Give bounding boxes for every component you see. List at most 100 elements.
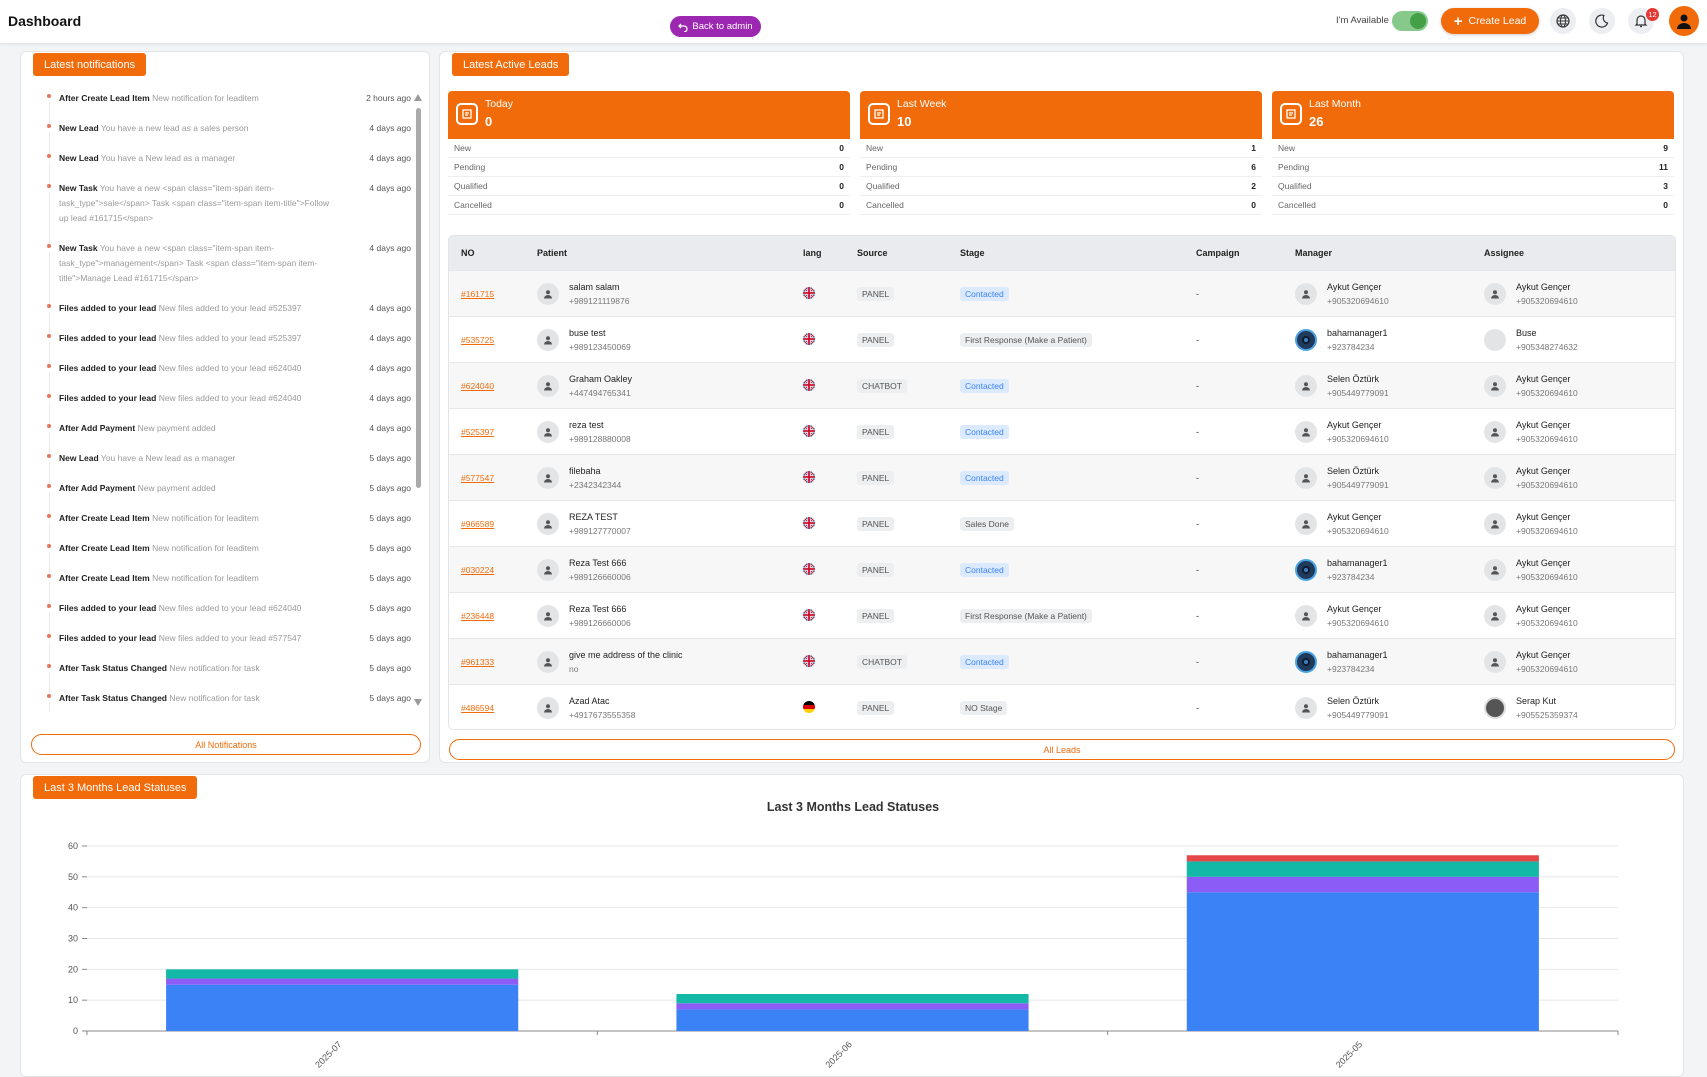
patient-avatar [537,650,559,673]
top-bar: Dashboard Back to admin I'm Available + … [0,0,1707,44]
scroll-thumb[interactable] [416,108,421,488]
notification-list: After Create Lead Item New notification … [31,90,421,712]
manager-phone: +923784234 [1327,341,1375,352]
notification-item[interactable]: New Lead You have a New lead as a manage… [31,450,421,484]
campaign-value: - [1196,472,1199,483]
assignee-phone: +905320694610 [1516,433,1578,444]
notification-item[interactable]: After Add Payment New payment added 4 day… [31,420,421,454]
bar-segment[interactable] [166,984,519,1031]
column-header-campaign[interactable]: Campaign [1196,248,1240,258]
notification-item[interactable]: After Create Lead Item New notification … [31,90,421,124]
all-notifications-button[interactable]: All Notifications [31,734,421,755]
notification-item[interactable]: New Lead You have a New lead as a manage… [31,150,421,184]
patient-name: filebaha [569,465,601,476]
globe-icon [1556,14,1570,28]
lead-status-chart-card: Last 3 Months Lead Statuses Last 3 Month… [20,774,1684,1077]
stat-row: Cancelled 0 [1272,196,1674,215]
back-to-admin-button[interactable]: Back to admin [670,16,761,37]
notification-item[interactable]: Files added to your lead New files added… [31,360,421,394]
bar-segment[interactable] [1186,861,1539,877]
lead-number-link[interactable]: #577547 [461,472,495,483]
lead-number-link[interactable]: #624040 [461,380,495,391]
lead-number-link[interactable]: #161715 [461,288,495,299]
assignee-avatar [1484,466,1506,489]
bar-segment[interactable] [676,1003,1029,1010]
plus-icon: + [1453,12,1463,30]
bar-segment[interactable] [1186,855,1539,862]
table-row[interactable]: #577547 filebaha +2342342344 PANEL Contacted… [449,454,1675,500]
table-row[interactable]: #486594 Azad Atac +4917673555358 PANEL NO St… [449,684,1675,729]
notification-item[interactable]: New Task You have a new <span class="ite… [31,180,421,244]
column-header-assignee[interactable]: Assignee [1484,248,1525,258]
table-row[interactable]: #525397 reza test +989128880008 PANEL Contac… [449,408,1675,454]
all-leads-button[interactable]: All Leads [449,739,1675,760]
availability-toggle[interactable] [1392,11,1428,31]
undo-icon [678,23,688,32]
column-header-stage[interactable]: Stage [960,248,985,258]
scroll-down-arrow-icon[interactable] [414,699,422,706]
patient-phone: +989123450069 [569,341,631,352]
assignee-name: Aykut Gençer [1516,557,1571,568]
table-row[interactable]: #624040 Graham Oakley +447494765341 CHATBOT… [449,362,1675,408]
notification-time: 5 days ago [369,693,411,703]
scroll-up-arrow-icon[interactable] [414,94,422,101]
table-row[interactable]: #961333 give me address of the clinic no CH… [449,638,1675,684]
notification-title: New Lead [59,453,99,463]
notification-item[interactable]: After Task Status Changed New notificati… [31,660,421,694]
notification-item[interactable]: After Create Lead Item New notification … [31,540,421,574]
manager-name: bahamanager1 [1327,649,1388,660]
stat-row: New 1 [860,139,1262,158]
stat-card-label: Today [485,98,514,110]
manager-name: bahamanager1 [1327,327,1388,338]
bar-segment[interactable] [1186,892,1539,1031]
user-avatar[interactable] [1669,6,1699,36]
lead-number-link[interactable]: #535725 [461,334,495,345]
notification-item[interactable]: New Task You have a new <span class="ite… [31,240,421,304]
column-header-source[interactable]: Source [857,248,888,258]
theme-toggle-button[interactable] [1589,8,1615,34]
column-header-patient[interactable]: Patient [537,248,568,258]
leads-table: NO Patient lang Source Stage Campaign Manager A… [448,235,1676,730]
notification-item[interactable]: After Create Lead Item New notification … [31,510,421,544]
notification-item[interactable]: After Create Lead Item New notification … [31,570,421,604]
create-lead-button[interactable]: + Create Lead [1441,8,1539,34]
bar-segment[interactable] [676,994,1029,1004]
lead-number-link[interactable]: #236448 [461,610,495,621]
table-row[interactable]: #161715 salam salam +989121119876 PANEL Cont… [449,270,1675,316]
notification-message: New notification for leaditem [152,93,259,103]
lead-number-link[interactable]: #961333 [461,656,495,667]
lead-number-link[interactable]: #966589 [461,518,495,529]
lead-number-link[interactable]: #030224 [461,564,495,575]
bar-segment[interactable] [1186,876,1539,893]
notification-item[interactable]: Files added to your lead New files added… [31,630,421,664]
notification-item[interactable]: After Add Payment New payment added 5 day… [31,480,421,514]
patient-name: salam salam [569,281,620,292]
stat-row: Qualified 2 [860,177,1262,196]
bar-segment[interactable] [166,969,519,979]
bar-segment[interactable] [166,978,519,985]
notification-item[interactable]: Files added to your lead New files added… [31,600,421,634]
notification-message: New files added to your lead #525397 [158,333,302,343]
column-header-no[interactable]: NO [461,248,475,258]
column-header-lang[interactable]: lang [803,248,822,258]
table-row[interactable]: #966589 REZA TEST +989127770007 PANEL Sales … [449,500,1675,546]
table-row[interactable]: #535725 buse test +989123450069 PANEL First … [449,316,1675,362]
table-row[interactable]: #236448 Reza Test 666 +989126660006 PANEL Fi… [449,592,1675,638]
notification-item[interactable]: After Task Status Changed New notificati… [31,690,421,712]
notification-message: New notification for task [169,663,260,673]
document-icon [1280,103,1302,125]
lead-number-link[interactable]: #525397 [461,426,495,437]
lead-number-link[interactable]: #486594 [461,702,495,713]
bar-segment[interactable] [676,1009,1029,1031]
notification-item[interactable]: Files added to your lead New files added… [31,330,421,364]
patient-phone: +989126660006 [569,571,631,582]
table-row[interactable]: #030224 Reza Test 666 +989126660006 PANEL Co… [449,546,1675,592]
notification-time: 4 days ago [369,243,411,253]
notification-item[interactable]: New Lead You have a new lead as a sales … [31,120,421,154]
notifications-scrollbar[interactable] [413,94,423,706]
language-button[interactable] [1550,8,1576,34]
column-header-manager[interactable]: Manager [1295,248,1333,258]
notification-item[interactable]: Files added to your lead New files added… [31,390,421,424]
notification-item[interactable]: Files added to your lead New files added… [31,300,421,334]
assignee-name: Serap Kut [1516,695,1557,706]
